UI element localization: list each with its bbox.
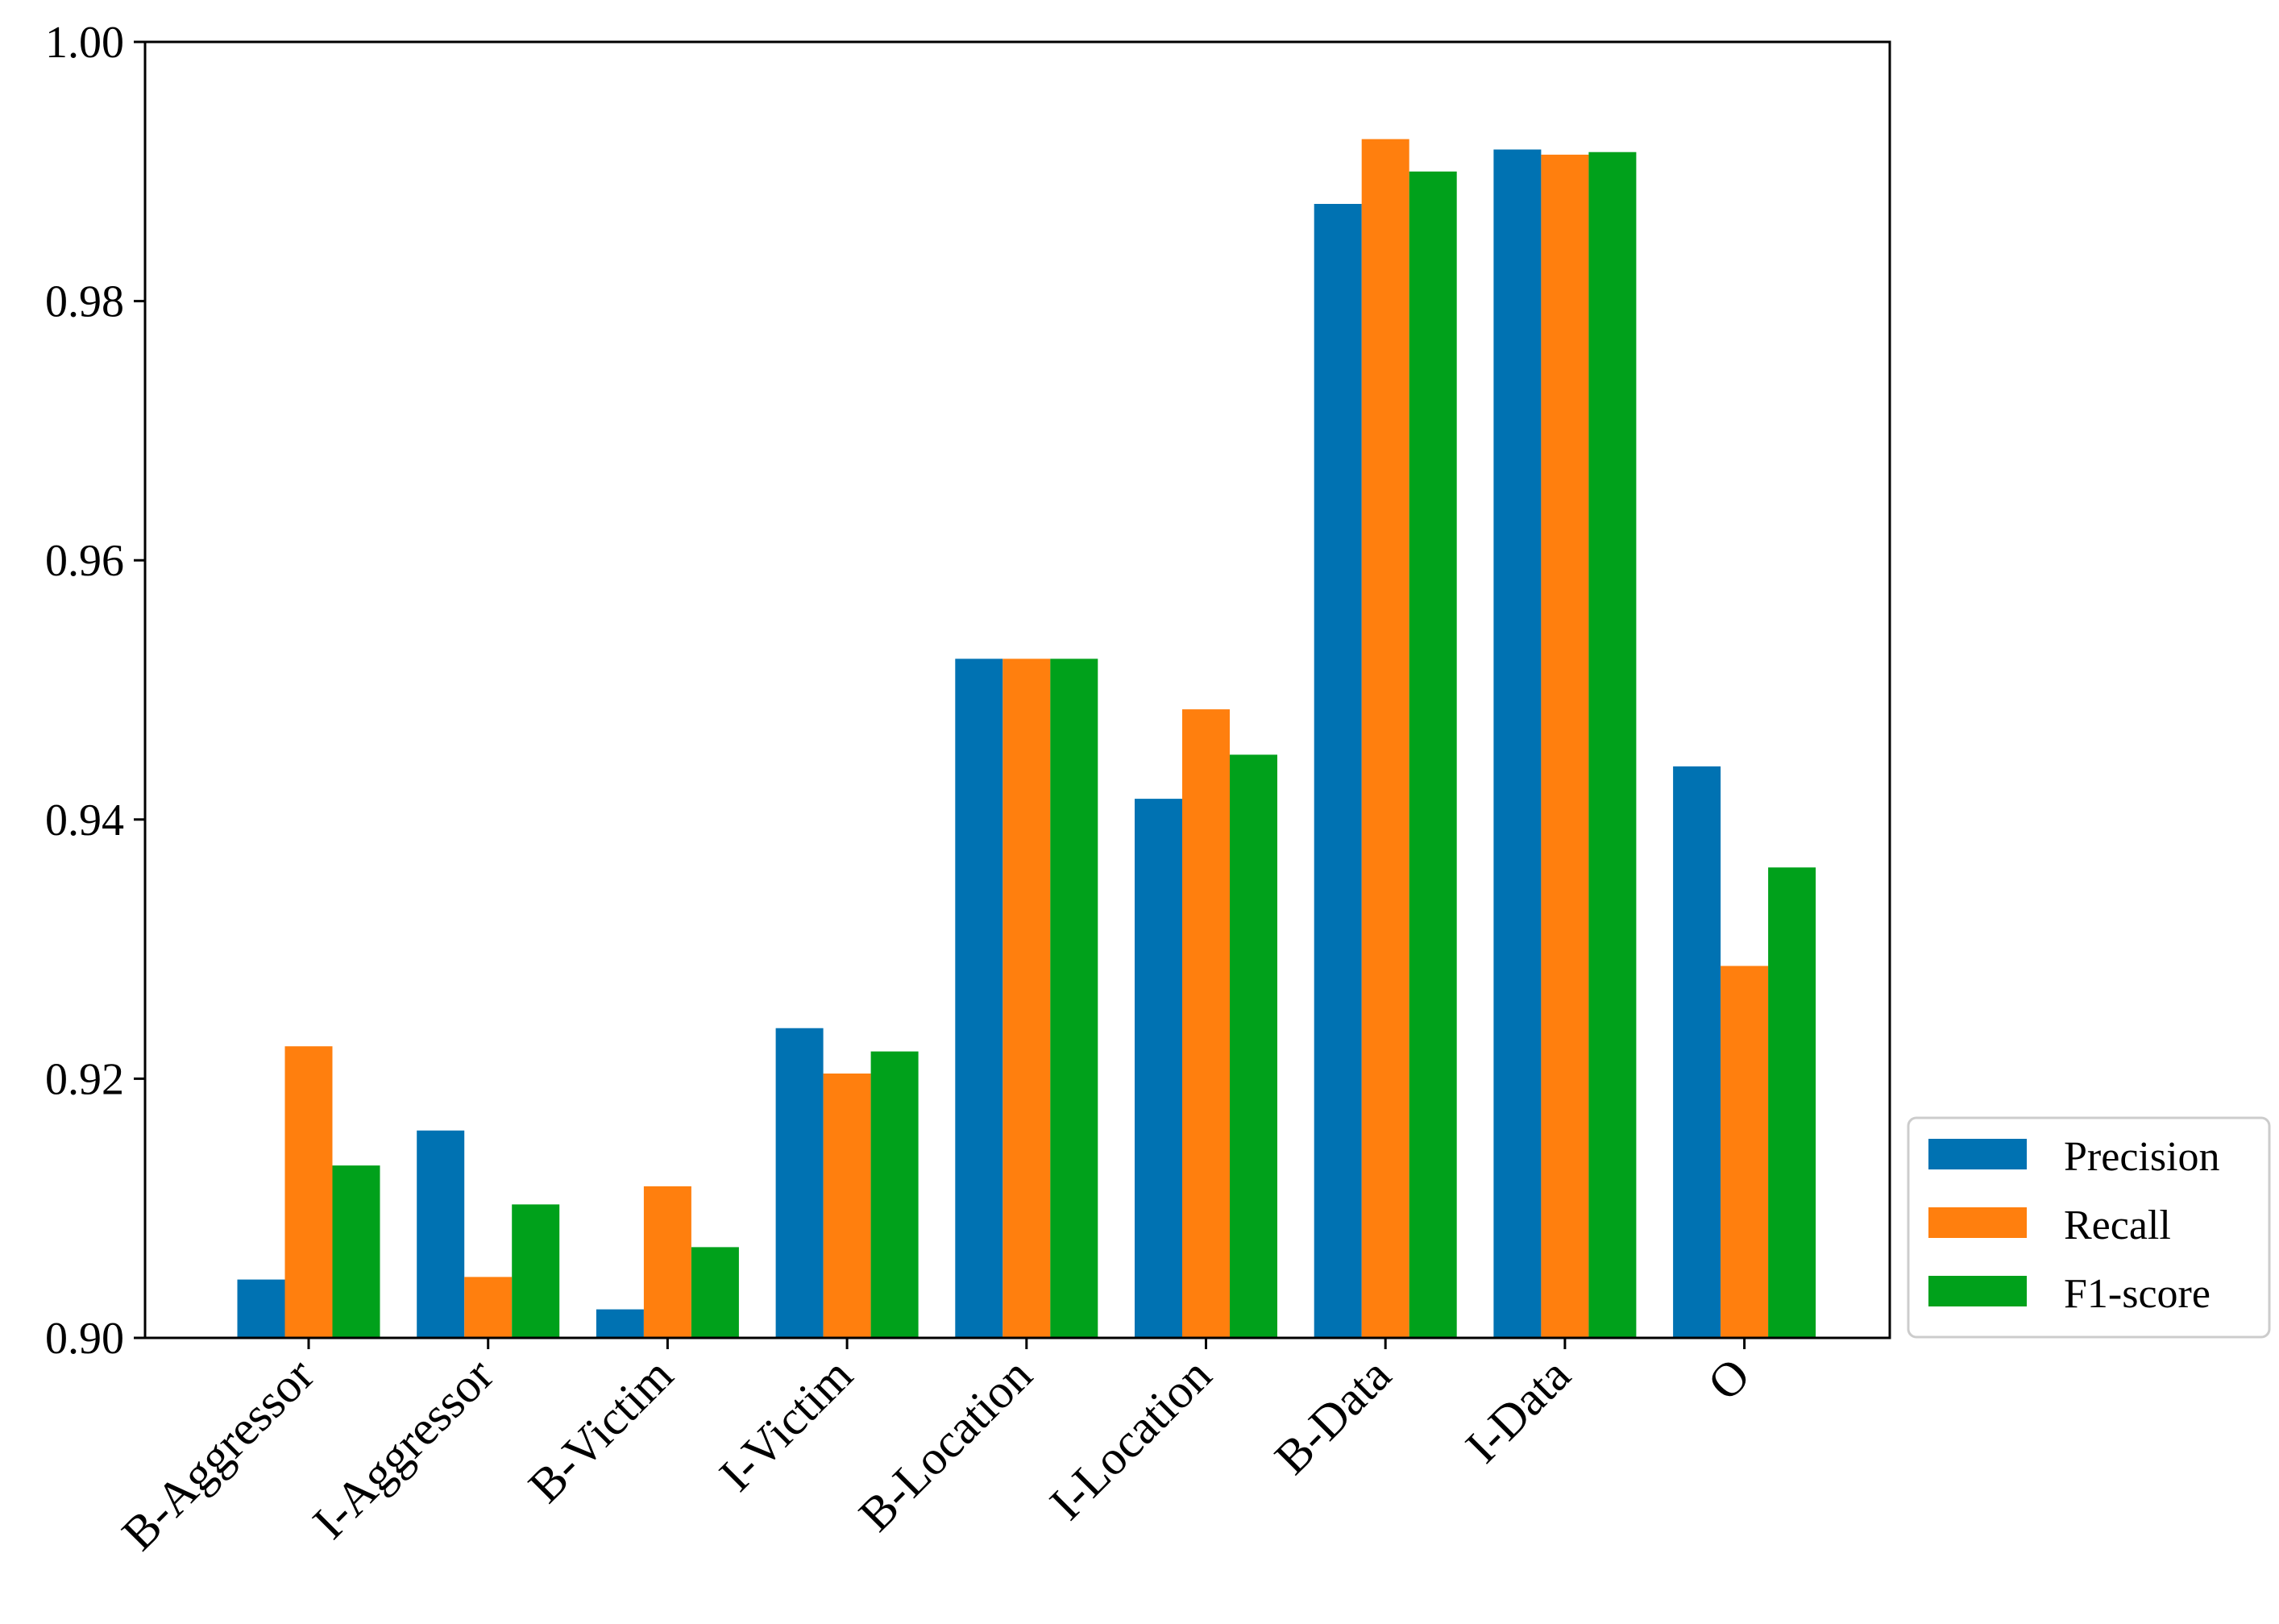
x-tick-label-o: O (1697, 1348, 1759, 1410)
y-tick-label-1: 0.92 (45, 1054, 124, 1104)
x-tick-label-i-victim: I-Victim (709, 1348, 862, 1501)
bar-f1-score-i-victim (870, 1051, 919, 1338)
legend-swatch-precision (1928, 1139, 2027, 1169)
legend-swatch-f1-score (1928, 1276, 2027, 1306)
bar-recall-i-aggressor (464, 1277, 513, 1338)
bar-precision-o (1673, 766, 1721, 1338)
bar-recall-b-victim (643, 1186, 691, 1338)
bar-f1-score-i-data (1588, 152, 1637, 1339)
bar-f1-score-i-aggressor (512, 1204, 560, 1338)
x-tick-label-b-aggressor: B-Aggressor (112, 1348, 324, 1560)
bars-group (237, 139, 1816, 1339)
bar-recall-o (1721, 966, 1769, 1338)
x-tick-label-i-aggressor: I-Aggressor (303, 1348, 504, 1549)
bar-precision-b-location (955, 658, 1003, 1338)
y-axis: 0.90 0.92 0.94 0.96 0.98 1.00 (45, 18, 145, 1364)
legend: Precision Recall F1-score (1907, 1116, 2271, 1339)
bar-recall-i-location (1182, 709, 1230, 1338)
plot-frame (143, 40, 1891, 1339)
bar-precision-b-aggressor (237, 1279, 285, 1338)
bar-recall-b-data (1361, 139, 1409, 1339)
bar-precision-i-victim (775, 1028, 824, 1338)
y-tick-label-4: 0.98 (45, 277, 124, 327)
y-tick-label-2: 0.94 (45, 795, 124, 845)
bar-precision-i-data (1493, 149, 1542, 1338)
bar-f1-score-b-victim (691, 1247, 739, 1338)
x-tick-label-b-victim: B-Victim (518, 1348, 683, 1513)
bar-f1-score-b-aggressor (332, 1165, 380, 1338)
x-tick-label-b-data: B-Data (1264, 1348, 1401, 1485)
bar-f1-score-i-location (1230, 754, 1277, 1338)
bar-recall-i-victim (823, 1074, 871, 1338)
bar-precision-b-data (1314, 204, 1362, 1338)
legend-label-f1-score: F1-score (2064, 1271, 2211, 1317)
bar-precision-b-victim (596, 1309, 644, 1338)
bar-recall-b-location (1003, 658, 1051, 1338)
bar-recall-b-aggressor (284, 1046, 333, 1338)
x-tick-label-b-location: B-Location (849, 1348, 1042, 1542)
legend-label-recall: Recall (2064, 1202, 2171, 1248)
bar-f1-score-b-data (1409, 171, 1457, 1338)
legend-swatch-recall (1928, 1207, 2027, 1238)
bar-precision-i-location (1135, 799, 1182, 1338)
legend-label-precision: Precision (2064, 1134, 2220, 1180)
bar-f1-score-o (1768, 867, 1816, 1338)
bar-recall-i-data (1541, 154, 1589, 1338)
x-tick-label-i-location: I-Location (1040, 1348, 1222, 1531)
y-tick-label-3: 0.96 (45, 536, 124, 586)
y-tick-label-0: 0.90 (45, 1314, 124, 1364)
y-tick-label-5: 1.00 (45, 18, 124, 68)
x-tick-label-i-data: I-Data (1455, 1348, 1580, 1473)
bar-f1-score-b-location (1050, 658, 1098, 1338)
bar-precision-i-aggressor (417, 1130, 465, 1338)
